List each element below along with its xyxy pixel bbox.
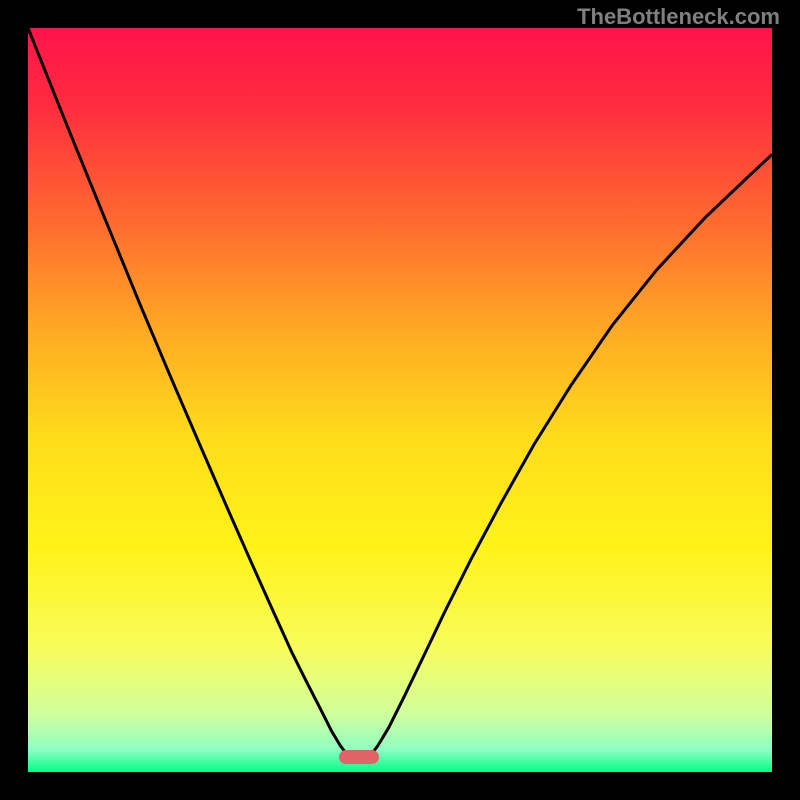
valley-marker (339, 750, 379, 764)
curve-right-branch (370, 154, 772, 755)
curve-left-branch (28, 28, 348, 756)
watermark-text: TheBottleneck.com (577, 4, 780, 30)
bottleneck-curve (28, 28, 772, 772)
plot-area (28, 28, 772, 772)
